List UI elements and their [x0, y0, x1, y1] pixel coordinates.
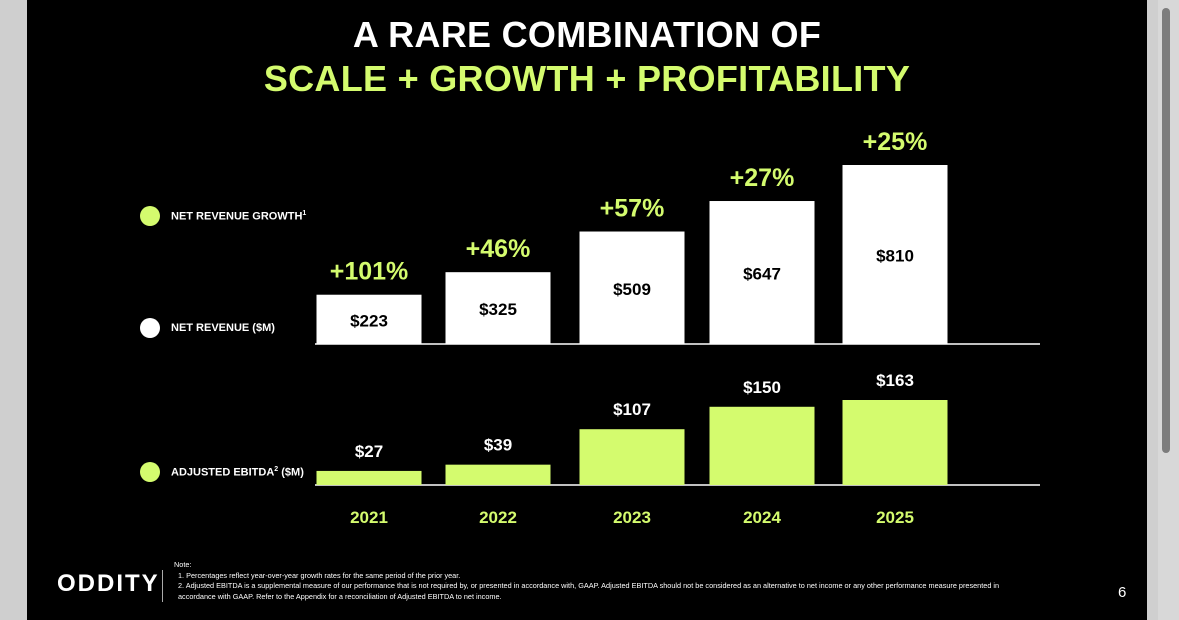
growth-label-2024: +27%: [730, 164, 795, 192]
revenue-label-2023: $509: [613, 280, 651, 299]
scrollbar-thumb[interactable]: [1162, 8, 1170, 453]
note-2b: accordance with GAAP. Refer to the Appen…: [178, 591, 502, 601]
growth-label-2021: +101%: [330, 258, 409, 286]
revenue-bar-2022: [445, 272, 551, 344]
ebitda-label-2023: $107: [613, 400, 651, 419]
oddity-logo: ODDITY: [57, 570, 160, 597]
legend-ebitda-label: ADJUSTED EBITDA: [171, 466, 275, 479]
growth-label-2023: +57%: [600, 195, 665, 223]
note-title: Note:: [174, 560, 192, 569]
ebitda-label-2022: $39: [484, 436, 512, 455]
page-number: 6: [1118, 584, 1127, 601]
footer-divider: [162, 570, 163, 602]
growth-label-2022: +46%: [466, 235, 531, 263]
growth-label-2025: +25%: [863, 128, 928, 156]
revenue-label-2024: $647: [743, 265, 781, 284]
ebitda-label-2021: $27: [355, 442, 383, 461]
note-2a: 2. Adjusted EBITDA is a supplemental mea…: [178, 581, 1000, 590]
year-label-2021: 2021: [350, 508, 388, 527]
legend-ebitda: ADJUSTED EBITDA2 ($M): [140, 462, 304, 482]
title-line-2: SCALE + GROWTH + PROFITABILITY: [263, 58, 911, 99]
year-label-2023: 2023: [613, 508, 651, 527]
ebitda-bar-2024: [709, 406, 815, 485]
legend-growth-footnote: 1: [302, 209, 307, 217]
revenue-label-2021: $223: [350, 311, 388, 330]
revenue-bar-2024: [709, 201, 815, 344]
year-label-2022: 2022: [479, 508, 517, 527]
legend-revenue-label: NET REVENUE ($M): [171, 322, 275, 334]
revenue-label-2025: $810: [876, 247, 914, 266]
revenue-label-2022: $325: [479, 300, 517, 319]
ebitda-label-2025: $163: [876, 371, 914, 390]
legend-ebitda-suffix: ($M): [278, 466, 304, 479]
legend-revenue-dot: [140, 318, 160, 338]
footnotes: Note: 1. Percentages reflect year-over-y…: [174, 560, 1094, 602]
legend-growth-label: NET REVENUE GROWTH: [171, 210, 303, 223]
ebitda-bar-2023: [579, 429, 685, 485]
legend-ebitda-dot: [140, 462, 160, 482]
ebitda-bar-2022: [445, 464, 551, 485]
legend-revenue: NET REVENUE ($M): [140, 318, 275, 338]
legend-growth: NET REVENUE GROWTH1: [140, 206, 306, 226]
year-label-2024: 2024: [743, 508, 781, 527]
revenue-bar-2023: [579, 231, 685, 344]
title-line-1: A RARE COMBINATION OF: [352, 14, 822, 55]
ebitda-bar-2025: [842, 400, 948, 485]
ebitda-label-2024: $150: [743, 378, 781, 397]
ebitda-bar-2021: [316, 470, 422, 485]
legend-ebitda-footnote: 2: [274, 465, 279, 473]
revenue-bar-2021: [316, 294, 422, 344]
legend-growth-dot: [140, 206, 160, 226]
year-label-2025: 2025: [876, 508, 914, 527]
revenue-bar-2025: [842, 165, 948, 344]
note-1: 1. Percentages reflect year-over-year gr…: [178, 570, 461, 580]
slide: A RARE COMBINATION OF SCALE + GROWTH + P…: [27, 0, 1147, 620]
chart: $223 +101% $27 2021 $325 +46% $39 2022 $509 +57% $…: [315, 128, 1040, 527]
